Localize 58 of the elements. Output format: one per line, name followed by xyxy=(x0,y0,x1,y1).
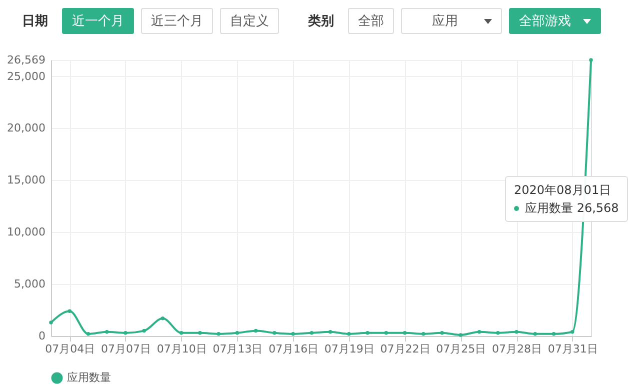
text: 全部 xyxy=(358,13,384,30)
point xyxy=(402,331,407,335)
y-tick-label: 10,000 xyxy=(7,226,46,239)
point xyxy=(216,332,220,336)
x-tick-label: 07月13日 xyxy=(212,342,263,356)
x-tick-label: 07月22日 xyxy=(380,342,430,356)
x-tick-label: 07月28日 xyxy=(492,342,542,356)
y-tick-label: 5,000 xyxy=(14,278,46,291)
point xyxy=(366,331,370,335)
y-tick-label: 26,569 xyxy=(7,54,46,66)
text: 近三个月 xyxy=(151,13,203,30)
point xyxy=(160,316,165,320)
x-tick-label: 07月04日 xyxy=(45,342,96,356)
x-tick-label: 07月07日 xyxy=(100,342,151,356)
x-tick-label: 07月31日 xyxy=(548,342,598,356)
y-tick-label: 25,000 xyxy=(7,70,46,83)
point xyxy=(104,330,109,334)
annotation: 2020年08月01日 xyxy=(514,183,612,197)
text: 近一个月 xyxy=(72,13,124,30)
text: 类别 xyxy=(308,14,334,29)
y-tick-label: 20,000 xyxy=(7,122,46,135)
point xyxy=(496,331,500,335)
legend-label: 应用数量 xyxy=(67,371,111,384)
x-tick-label: 07月19日 xyxy=(324,342,374,356)
point xyxy=(310,331,314,335)
point xyxy=(477,330,482,334)
x-tick-label: 07月10日 xyxy=(156,342,207,356)
point xyxy=(179,331,184,335)
text: 应用 xyxy=(432,13,458,30)
x-tick-label: 07月16日 xyxy=(268,342,319,356)
point xyxy=(328,330,332,334)
point xyxy=(142,328,146,333)
point xyxy=(254,328,258,333)
point xyxy=(458,333,463,337)
point xyxy=(533,332,538,336)
point xyxy=(124,331,128,335)
y-tick-label: 15,000 xyxy=(7,174,46,187)
point xyxy=(384,331,388,335)
point xyxy=(86,332,90,336)
point xyxy=(570,330,574,334)
point xyxy=(589,58,593,62)
annotation: 应用数量 26,568 xyxy=(525,201,619,215)
text: 全部游戏 xyxy=(519,13,571,30)
point xyxy=(49,320,53,324)
point xyxy=(68,309,72,313)
point xyxy=(552,332,556,336)
point xyxy=(347,332,351,336)
point xyxy=(514,330,518,334)
point xyxy=(198,331,202,335)
point xyxy=(422,332,426,336)
point xyxy=(235,331,240,335)
point xyxy=(272,331,276,335)
y-tick-label: 0 xyxy=(38,330,46,342)
point xyxy=(291,332,295,336)
point xyxy=(440,331,444,335)
text: 日期 xyxy=(22,14,48,29)
text: 自定义 xyxy=(230,13,269,30)
x-tick-label: 07月25日 xyxy=(436,342,486,356)
